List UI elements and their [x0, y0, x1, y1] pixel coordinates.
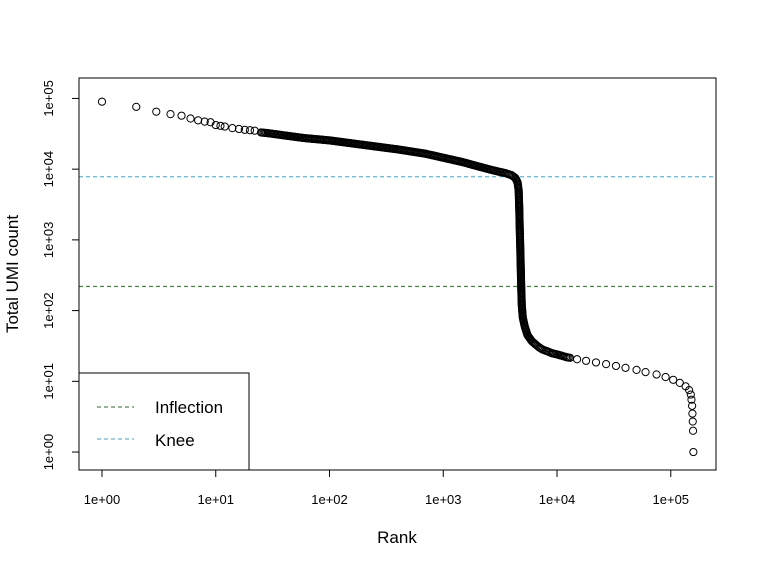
- data-point: [661, 372, 670, 382]
- data-point: [688, 417, 697, 426]
- data-point: [686, 390, 695, 399]
- data-point: [228, 124, 237, 133]
- data-point: [536, 344, 545, 353]
- x-tick-label: 1e+04: [539, 492, 576, 507]
- data-point: [97, 97, 107, 106]
- data-point: [632, 365, 641, 375]
- x-tick-label: 1e+05: [653, 492, 690, 507]
- data-point: [688, 409, 697, 418]
- data-points: [97, 97, 698, 457]
- x-tick-label: 1e+00: [84, 492, 121, 507]
- data-point: [206, 118, 215, 127]
- data-point: [240, 125, 249, 134]
- data-point: [200, 117, 209, 126]
- y-tick-label: 1e+04: [41, 151, 56, 188]
- data-point: [152, 107, 161, 116]
- data-point: [669, 375, 678, 384]
- threshold-lines: [79, 176, 716, 287]
- x-tick-label: 1e+02: [311, 492, 348, 507]
- data-point: [132, 102, 141, 111]
- x-axis-title: Rank: [377, 528, 417, 547]
- y-tick-label: 1e+05: [41, 80, 56, 117]
- data-point: [688, 401, 697, 410]
- x-tick-label: 1e+03: [425, 492, 462, 507]
- data-point: [166, 110, 175, 119]
- x-tick-label: 1e+01: [197, 492, 234, 507]
- legend: Inflection Knee: [78, 372, 250, 471]
- data-point: [245, 126, 255, 135]
- legend-label-inflection: Inflection: [155, 398, 223, 417]
- data-point: [685, 386, 694, 395]
- data-point: [689, 447, 698, 457]
- data-point: [220, 122, 229, 131]
- legend-box: [78, 372, 250, 471]
- data-point: [216, 121, 225, 130]
- data-point: [601, 360, 611, 369]
- data-point: [581, 356, 591, 365]
- data-point: [611, 361, 621, 371]
- data-point: [564, 353, 573, 362]
- data-point: [687, 395, 696, 404]
- y-axis-title: Total UMI count: [3, 215, 22, 333]
- data-point: [621, 363, 630, 372]
- data-point: [234, 124, 244, 134]
- y-tick-label: 1e+03: [41, 222, 56, 259]
- x-axis: 1e+00 1e+01 1e+02 1e+03 1e+04 1e+05: [84, 469, 690, 507]
- data-point: [641, 368, 650, 377]
- data-point: [186, 114, 195, 123]
- y-tick-label: 1e+00: [41, 434, 56, 471]
- legend-label-knee: Knee: [155, 431, 195, 450]
- y-axis: 1e+00 1e+01 1e+02 1e+03 1e+04 1e+05: [41, 80, 80, 471]
- y-tick-label: 1e+01: [41, 363, 56, 400]
- data-point: [264, 129, 273, 138]
- y-tick-label: 1e+02: [41, 292, 56, 329]
- data-point: [591, 358, 601, 367]
- data-point: [194, 116, 203, 125]
- data-point: [211, 120, 220, 130]
- data-point: [688, 426, 698, 435]
- data-point: [177, 111, 186, 120]
- data-point: [572, 355, 582, 364]
- data-point: [652, 370, 661, 379]
